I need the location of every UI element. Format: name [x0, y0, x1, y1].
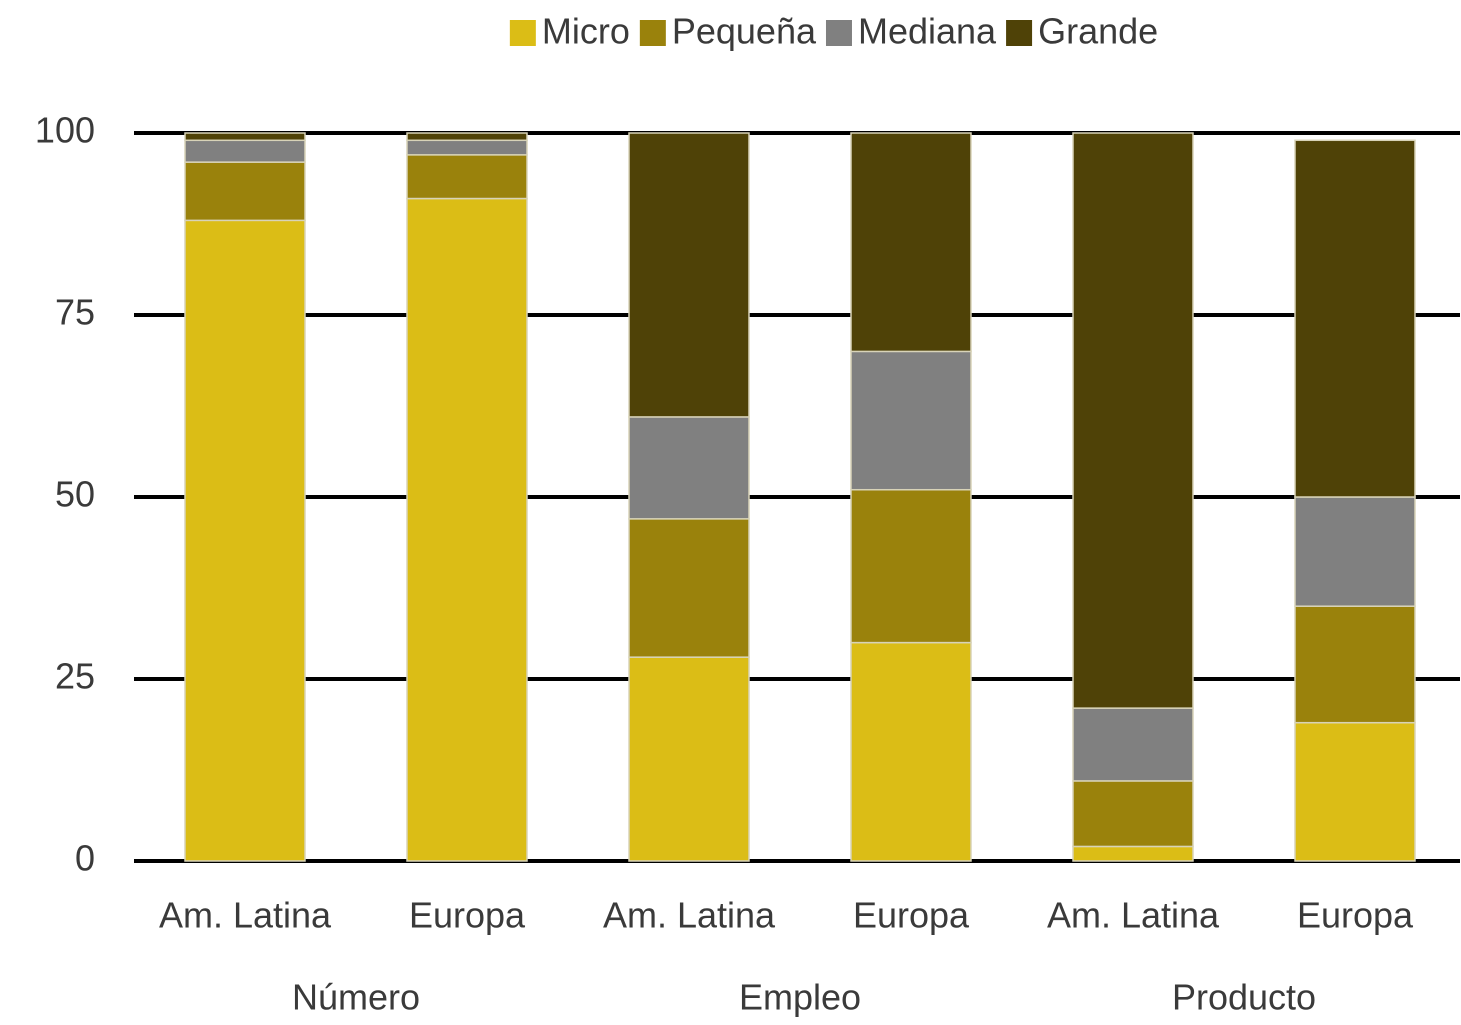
bar-segment	[628, 416, 750, 520]
legend-swatch	[825, 20, 852, 46]
bar-segment	[406, 139, 528, 156]
legend-label: Pequeña	[672, 11, 817, 52]
x-tick-label: Europa	[409, 895, 526, 936]
bar-segment	[850, 132, 972, 353]
bar-segment	[1072, 132, 1194, 709]
bar-segment	[628, 518, 750, 658]
bar-segment	[628, 132, 750, 418]
bar-segment	[1294, 721, 1416, 862]
bar-segment	[184, 219, 306, 862]
group-label: Producto	[1172, 977, 1316, 1018]
legend-swatch	[1006, 20, 1033, 46]
legend-label: Micro	[542, 11, 630, 52]
bar-segment	[850, 488, 972, 644]
group-label: Empleo	[739, 977, 861, 1018]
legend-swatch	[639, 20, 666, 46]
x-tick-label: Europa	[1297, 895, 1414, 936]
x-tick-label: Am. Latina	[1047, 895, 1220, 936]
x-tick-label: Am. Latina	[603, 895, 776, 936]
bar-segment	[850, 641, 972, 862]
bar-segment	[184, 161, 306, 222]
bar-segment	[1072, 707, 1194, 782]
bar-segment	[406, 132, 528, 142]
bar-segment	[628, 656, 750, 862]
legend-label: Grande	[1038, 11, 1158, 52]
x-tick-label: Europa	[853, 895, 970, 936]
bar-segment	[184, 132, 306, 142]
bar-segment	[1294, 139, 1416, 498]
y-tick-label: 0	[75, 838, 95, 879]
bar-segment	[1294, 605, 1416, 724]
legend-label: Mediana	[858, 11, 997, 52]
bar-segment	[1072, 780, 1194, 848]
bar-segment	[1294, 496, 1416, 607]
group-label: Número	[292, 977, 420, 1018]
bar-segment	[406, 197, 528, 862]
y-tick-label: 50	[55, 474, 95, 515]
bar-segment	[406, 154, 528, 200]
y-tick-label: 75	[55, 292, 95, 333]
y-tick-label: 100	[35, 110, 95, 151]
bar-segment	[850, 350, 972, 491]
y-tick-label: 25	[55, 656, 95, 697]
x-tick-label: Am. Latina	[159, 895, 332, 936]
legend-swatch	[509, 20, 536, 46]
bar-segment	[184, 139, 306, 163]
bar-segment	[1072, 845, 1194, 862]
